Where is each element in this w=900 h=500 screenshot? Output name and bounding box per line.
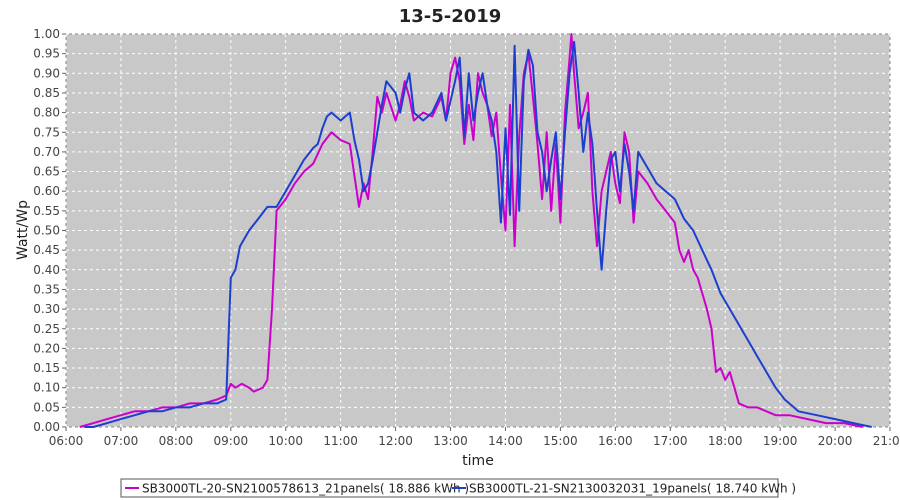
y-tick-label: 0.45 bbox=[33, 243, 60, 257]
series-line-2 bbox=[84, 40, 872, 428]
y-tick-label: 0.05 bbox=[33, 400, 60, 414]
x-tick-label: 18:00 bbox=[708, 434, 743, 448]
y-tick-label: 0.20 bbox=[33, 341, 60, 355]
x-tick-label: 16:00 bbox=[598, 434, 633, 448]
y-tick-label: 0.65 bbox=[33, 165, 60, 179]
x-tick-label: 11:00 bbox=[323, 434, 358, 448]
y-tick-label: 0.60 bbox=[33, 184, 60, 198]
x-axis-label: time bbox=[462, 453, 494, 469]
y-tick-label: 0.15 bbox=[33, 361, 60, 375]
y-tick-label: 0.00 bbox=[33, 420, 60, 434]
y-tick-label: 0.55 bbox=[33, 204, 60, 218]
x-tick-label: 10:00 bbox=[268, 434, 303, 448]
x-tick-label: 09:00 bbox=[214, 434, 249, 448]
y-tick-label: 0.25 bbox=[33, 322, 60, 336]
x-tick-label: 06:00 bbox=[49, 434, 84, 448]
y-tick-label: 0.70 bbox=[33, 145, 60, 159]
x-tick-label: 12:00 bbox=[378, 434, 413, 448]
legend-label-1: SB3000TL-20-SN2100578613_21panels( 18.88… bbox=[142, 482, 469, 496]
x-tick-label: 17:00 bbox=[653, 434, 688, 448]
y-axis-label: Watt/Wp bbox=[15, 200, 31, 260]
x-tick-label: 21:00 bbox=[873, 434, 900, 448]
x-tick-label: 13:00 bbox=[433, 434, 468, 448]
series-lines bbox=[79, 33, 872, 428]
series-line-1 bbox=[79, 33, 863, 428]
y-tick-label: 0.35 bbox=[33, 282, 60, 296]
y-tick-label: 0.80 bbox=[33, 106, 60, 120]
x-tick-label: 08:00 bbox=[159, 434, 194, 448]
legend: SB3000TL-20-SN2100578613_21panels( 18.88… bbox=[120, 478, 796, 498]
legend-label-2: SB3000TL-21-SN2130032031_19panels( 18.74… bbox=[469, 482, 796, 496]
x-tick-label: 19:00 bbox=[763, 434, 798, 448]
y-axis: 0.00 0.05 0.10 0.15 0.20 0.25 0.30 0.35 0.40 0.45… bbox=[33, 27, 66, 434]
y-tick-label: 0.75 bbox=[33, 125, 60, 139]
y-tick-label: 0.30 bbox=[33, 302, 60, 316]
y-tick-label: 1.00 bbox=[33, 27, 60, 41]
x-tick-label: 20:00 bbox=[818, 434, 853, 448]
legend-box bbox=[120, 478, 779, 498]
chart-title: 13-5-2019 bbox=[399, 6, 502, 27]
x-tick-label: 15:00 bbox=[543, 434, 578, 448]
y-tick-label: 0.10 bbox=[33, 381, 60, 395]
y-tick-label: 0.50 bbox=[33, 224, 60, 238]
y-tick-label: 0.90 bbox=[33, 66, 60, 80]
y-tick-label: 0.40 bbox=[33, 263, 60, 277]
x-tick-label: 14:00 bbox=[488, 434, 523, 448]
x-tick-label: 07:00 bbox=[104, 434, 139, 448]
grid-lines bbox=[65, 33, 891, 428]
y-tick-label: 0.95 bbox=[33, 47, 60, 61]
y-tick-label: 0.85 bbox=[33, 86, 60, 100]
x-axis: 06:00 07:00 08:00 09:00 10:00 11:00 12:00 13:00… bbox=[49, 427, 900, 448]
